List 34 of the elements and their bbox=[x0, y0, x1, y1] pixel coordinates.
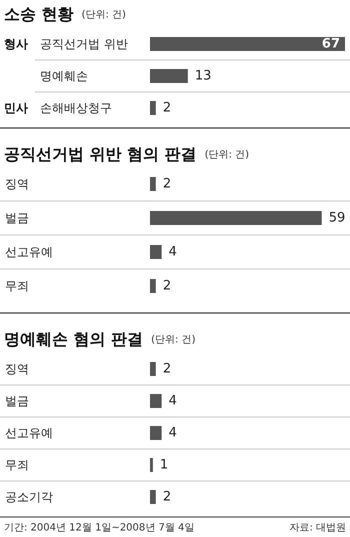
text: 형사 bbox=[4, 37, 28, 51]
chart-subtitle: (단위: 건) bbox=[204, 150, 250, 160]
chart-title: 명예훼손 혐의 판결 bbox=[4, 330, 144, 348]
chart-subtitle: (단위: 건) bbox=[151, 334, 196, 346]
data-label: 2 bbox=[162, 362, 172, 376]
data-label: 67 bbox=[322, 36, 340, 52]
y-tick-label: 징역 bbox=[5, 177, 29, 191]
y-tick-label: 명예훼손 bbox=[40, 69, 88, 83]
data-label: 2 bbox=[162, 100, 172, 116]
data-label: 4 bbox=[168, 244, 177, 260]
y-tick-label: 벌금 bbox=[5, 394, 29, 408]
y-tick-label: 무죄 bbox=[5, 458, 29, 472]
text: 기간: 2004년 12월 1일~2008년 7월 4일 bbox=[4, 522, 194, 534]
y-tick-label: 징역 bbox=[5, 362, 29, 376]
y-tick-label: 선고유예 bbox=[5, 245, 53, 259]
data-label: 4 bbox=[168, 426, 177, 440]
data-label: 13 bbox=[194, 68, 212, 84]
data-label: 2 bbox=[162, 278, 172, 294]
chart-title: 공직선거법 위반 혐의 판결 bbox=[4, 144, 197, 164]
data-label: 1 bbox=[160, 458, 168, 472]
y-tick-label: 손해배상청구 bbox=[40, 101, 112, 115]
text: 자료: 대법원 bbox=[289, 522, 346, 534]
data-label: 2 bbox=[162, 490, 172, 504]
y-tick-label: 무죄 bbox=[5, 279, 29, 293]
text: 민사 bbox=[4, 101, 28, 115]
data-label: 2 bbox=[162, 176, 172, 192]
chart-title: 소송 현황 bbox=[4, 4, 74, 24]
y-tick-label: 벌금 bbox=[5, 211, 29, 225]
y-tick-label: 선고유예 bbox=[5, 426, 53, 440]
y-tick-label: 공소기각 bbox=[5, 490, 53, 504]
chart-subtitle: (단위: 건) bbox=[82, 10, 126, 20]
data-label: 59 bbox=[328, 210, 346, 226]
y-tick-label: 공직선거법 위반 bbox=[40, 37, 128, 51]
data-label: 4 bbox=[168, 394, 177, 408]
